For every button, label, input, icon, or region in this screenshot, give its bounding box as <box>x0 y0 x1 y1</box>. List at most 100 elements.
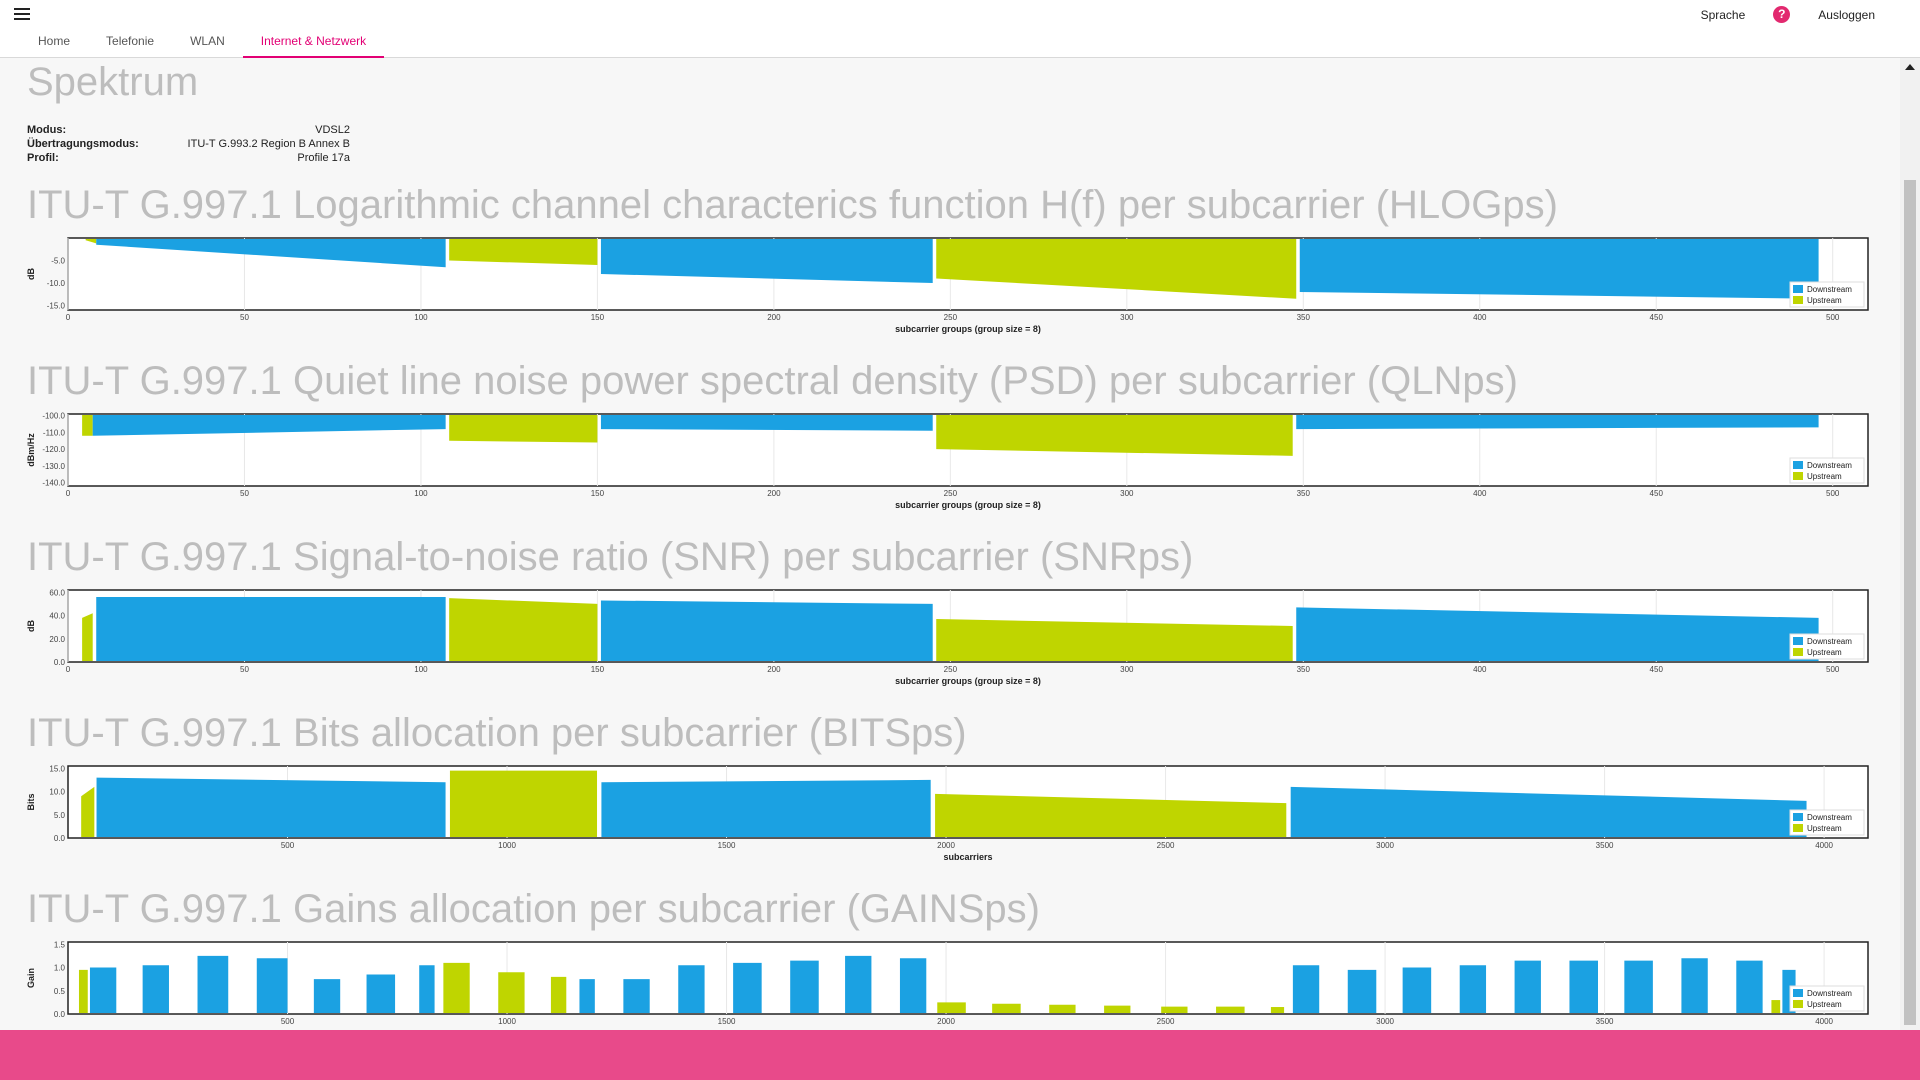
tab-home[interactable]: Home <box>38 34 71 48</box>
hamburger-menu-icon[interactable] <box>14 8 30 20</box>
data-segment-downstream <box>1347 969 1377 1013</box>
legend-swatch <box>1793 637 1803 645</box>
help-icon[interactable]: ? <box>1773 6 1791 23</box>
chart-bits: 500 1000 1500 2000 2500 3000 3500 4000 15.0 10.0 5… <box>24 764 1874 874</box>
data-segment-upstream <box>498 972 525 1013</box>
scrollbar-thumb[interactable] <box>1904 180 1916 1025</box>
line-info: Modus: VDSL2 Übertragungsmodus: ITU-T G.… <box>27 123 350 165</box>
y-tick-label: 0.0 <box>54 834 66 843</box>
tab-wlan[interactable]: WLAN <box>190 34 225 48</box>
info-value: Profile 17a <box>297 152 350 164</box>
x-tick-label: 50 <box>240 489 249 498</box>
data-segment-downstream <box>600 415 933 431</box>
legend-label: Upstream <box>1807 824 1842 833</box>
y-tick-label: 1.0 <box>54 964 66 973</box>
chart-svg: 500 1000 1500 2000 2500 3000 3500 4000 15.0 10.0 5… <box>26 764 1869 862</box>
language-link[interactable]: Sprache <box>1700 7 1746 22</box>
legend-swatch <box>1793 285 1803 293</box>
section-title-bits: ITU-T G.997.1 Bits allocation per subcar… <box>27 711 967 755</box>
data-segment-downstream <box>313 979 341 1013</box>
tab-telefonie[interactable]: Telefonie <box>106 34 155 48</box>
x-tick-label: 4000 <box>1815 1017 1833 1026</box>
x-tick-label: 1500 <box>718 841 736 850</box>
data-segment-upstream <box>1270 1007 1285 1013</box>
legend-swatch <box>1793 1000 1803 1008</box>
chart-hlog: 0 50 100 150 200 250 300 350 400 450 500 -5.0 -10.0 -… <box>24 236 1874 346</box>
data-segment-downstream <box>601 779 931 837</box>
info-row-modus: Modus: VDSL2 <box>27 123 350 137</box>
data-segment-upstream <box>82 613 93 661</box>
y-axis-label: Gain <box>26 968 36 988</box>
legend-label: Downstream <box>1807 989 1852 998</box>
legend-swatch <box>1793 824 1803 832</box>
data-segment-upstream <box>936 619 1293 661</box>
x-tick-label: 500 <box>1826 489 1840 498</box>
legend-label: Upstream <box>1807 1000 1842 1009</box>
data-segment-downstream <box>96 239 446 268</box>
x-tick-label: 200 <box>767 489 781 498</box>
data-segment-upstream <box>1104 1005 1131 1013</box>
x-tick-label: 350 <box>1297 489 1311 498</box>
legend-label: Upstream <box>1807 472 1842 481</box>
x-tick-label: 0 <box>66 665 71 674</box>
y-tick-label: -130.0 <box>42 462 65 471</box>
header-actions: Sprache ? Ausloggen <box>1701 6 1875 23</box>
x-axis-label: subcarriers <box>943 852 992 862</box>
data-segment-downstream <box>96 777 446 837</box>
x-tick-label: 150 <box>591 489 605 498</box>
data-segment-upstream <box>1771 1000 1781 1013</box>
x-tick-label: 2500 <box>1157 841 1175 850</box>
section-title-snr: ITU-T G.997.1 Signal-to-noise ratio (SNR… <box>27 535 1194 579</box>
legend-label: Downstream <box>1807 461 1852 470</box>
x-tick-label: 300 <box>1120 313 1134 322</box>
data-segment-upstream <box>449 239 598 265</box>
legend-label: Downstream <box>1807 637 1852 646</box>
section-title-hlog: ITU-T G.997.1 Logarithmic channel charac… <box>27 183 1558 227</box>
data-segment-downstream <box>1290 786 1807 837</box>
data-segment-downstream <box>96 596 446 661</box>
main-content: Spektrum Modus: VDSL2 Übertragungsmodus:… <box>0 58 1900 1030</box>
page-scrollbar[interactable] <box>1900 58 1920 1030</box>
y-tick-label: 0.5 <box>54 987 66 996</box>
data-segment-downstream <box>89 967 117 1013</box>
data-segment-upstream <box>78 969 88 1013</box>
x-tick-label: 500 <box>281 1017 295 1026</box>
y-tick-label: -10.0 <box>47 279 66 288</box>
tab-internet-netzwerk[interactable]: Internet & Netzwerk <box>242 30 385 58</box>
logout-link[interactable]: Ausloggen <box>1818 7 1875 22</box>
scroll-up-arrow-icon[interactable] <box>1905 64 1915 70</box>
x-tick-label: 350 <box>1297 313 1311 322</box>
data-segment-downstream <box>142 965 169 1013</box>
legend-swatch <box>1793 472 1803 480</box>
chart-qln: 0 50 100 150 200 250 300 350 400 450 500 -100.0 -110… <box>24 412 1874 522</box>
data-segment-downstream <box>1299 239 1819 299</box>
y-tick-label: 60.0 <box>49 588 65 597</box>
y-tick-label: -120.0 <box>42 445 65 454</box>
data-segment-downstream <box>600 239 933 283</box>
data-segment-downstream <box>733 962 762 1013</box>
data-segment-downstream <box>197 955 229 1013</box>
chart-gains: 500 1000 1500 2000 2500 3000 3500 4000 1.5 1.0 0.5… <box>24 940 1874 1030</box>
x-tick-label: 2000 <box>937 841 955 850</box>
x-tick-label: 1000 <box>498 841 516 850</box>
data-segment-downstream <box>579 979 595 1013</box>
data-segment-downstream <box>845 955 872 1013</box>
x-tick-label: 150 <box>591 313 605 322</box>
x-tick-label: 400 <box>1473 489 1487 498</box>
data-segment-upstream <box>936 415 1293 456</box>
x-tick-label: 500 <box>281 841 295 850</box>
y-tick-label: -110.0 <box>43 428 66 437</box>
data-segment-downstream <box>92 415 446 436</box>
x-tick-label: 200 <box>767 665 781 674</box>
x-tick-label: 200 <box>767 313 781 322</box>
info-row-profil: Profil: Profile 17a <box>27 151 350 165</box>
data-segment-downstream <box>1459 965 1487 1013</box>
data-segment-downstream <box>1296 415 1819 430</box>
footer-bar <box>0 1030 1920 1080</box>
data-segment-upstream <box>85 239 97 244</box>
y-tick-label: 10.0 <box>49 788 65 797</box>
data-segment-downstream <box>790 960 819 1013</box>
legend-swatch <box>1793 813 1803 821</box>
y-tick-label: -100.0 <box>42 412 65 421</box>
data-segment-upstream <box>937 1002 966 1013</box>
